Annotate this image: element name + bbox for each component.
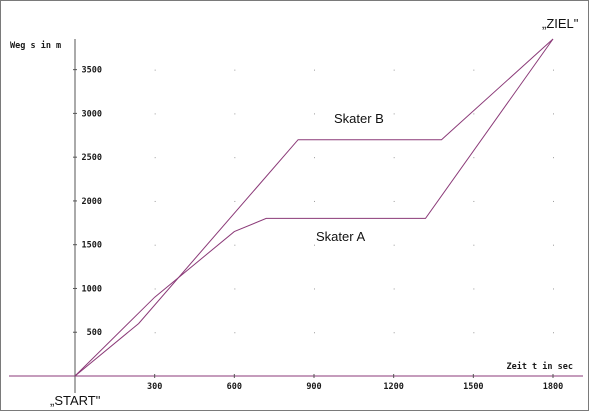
grid-dot [393,332,395,334]
grid-dot [473,157,475,159]
grid-dot [473,288,475,290]
grid-dot [154,288,156,290]
grid-dot [154,200,156,202]
grid-dots [154,69,554,334]
grid-dot [393,157,395,159]
grid-dot [154,69,156,71]
grid-dot [473,244,475,246]
grid-dot [553,200,554,202]
grid-dot [234,288,236,290]
series-lines [74,38,554,377]
grid-dot [553,69,554,71]
series-label-skater-a: Skater A [316,229,365,244]
grid-dot [314,244,315,246]
y-axis-title: Weg s in m [10,40,61,51]
series-label-skater-b: Skater B [334,111,384,126]
x-ticks: 300 600 900 1200 1500 1800 [147,374,563,392]
grid-dot [393,200,395,202]
grid-dot [473,200,475,202]
y-tick-label: 1500 [82,241,102,251]
grid-dot [553,244,554,246]
grid-dot [553,288,554,290]
grid-dot [234,69,236,71]
grid-dot [393,288,395,290]
y-tick-label: 3000 [82,109,102,119]
grid-dot [234,244,236,246]
grid-dot [314,200,315,202]
grid-dot [314,69,315,71]
grid-dot [473,113,475,115]
grid-dot [234,200,236,202]
x-tick-label: 300 [147,382,162,392]
x-tick-label: 900 [306,382,321,392]
finish-annotation: „ZIEL" [542,16,579,31]
grid-dot [393,113,395,115]
y-tick-label: 2500 [82,153,102,163]
x-axis-title: Zeit t in sec [506,361,573,372]
grid-dot [234,332,236,334]
x-tick-label: 600 [227,382,242,392]
grid-dot [393,69,395,71]
y-tick-label: 3500 [82,66,102,76]
grid-dot [314,288,315,290]
grid-dot [553,113,554,115]
x-tick-label: 1500 [463,382,483,392]
y-ticks: 500 1000 1500 2000 2500 3000 3500 [73,66,102,338]
grid-dot [553,332,554,334]
grid-dot [234,113,236,115]
start-annotation: „START" [50,393,101,408]
grid-dot [314,332,315,334]
grid-dot [154,113,156,115]
grid-dot [553,157,554,159]
x-tick-label: 1200 [383,382,403,392]
grid-dot [154,157,156,159]
grid-dot [154,244,156,246]
series-line-skater-a [74,38,554,377]
grid-dot [473,69,475,71]
x-tick-label: 1800 [543,382,563,392]
grid-dot [154,332,156,334]
y-tick-label: 500 [87,328,102,338]
grid-dot [473,332,475,334]
grid-dot [234,157,236,159]
series-line-skater-b [74,38,554,377]
y-tick-label: 1000 [82,284,102,294]
grid-dot [314,113,315,115]
grid-dot [314,157,315,159]
grid-dot [393,244,395,246]
y-tick-label: 2000 [82,197,102,207]
